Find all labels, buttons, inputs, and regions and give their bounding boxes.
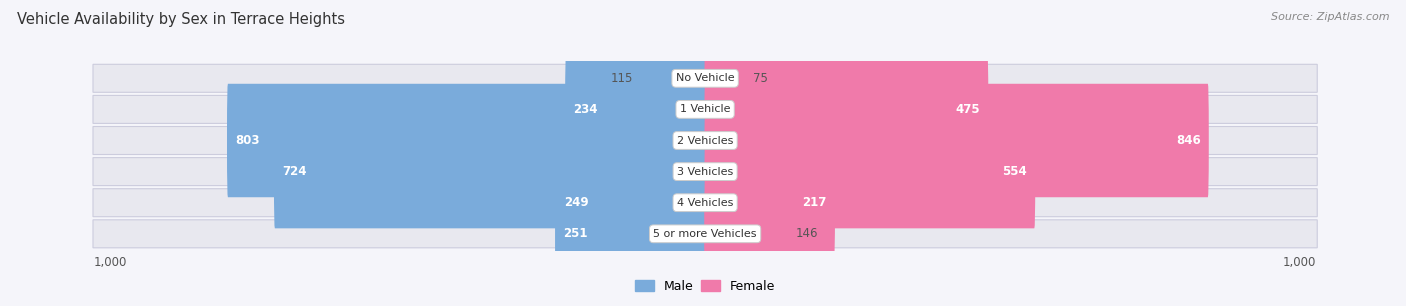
FancyBboxPatch shape	[93, 95, 1317, 123]
FancyBboxPatch shape	[93, 220, 1317, 248]
Text: 75: 75	[754, 72, 768, 85]
FancyBboxPatch shape	[565, 53, 706, 166]
FancyBboxPatch shape	[226, 84, 706, 197]
Text: Source: ZipAtlas.com: Source: ZipAtlas.com	[1271, 12, 1389, 22]
Text: 803: 803	[235, 134, 260, 147]
FancyBboxPatch shape	[93, 158, 1317, 186]
FancyBboxPatch shape	[704, 177, 793, 290]
FancyBboxPatch shape	[704, 84, 1209, 197]
Text: 251: 251	[562, 227, 588, 240]
Text: 234: 234	[574, 103, 598, 116]
FancyBboxPatch shape	[557, 146, 706, 259]
Text: 249: 249	[564, 196, 589, 209]
Text: No Vehicle: No Vehicle	[676, 73, 734, 83]
FancyBboxPatch shape	[704, 115, 1035, 228]
Text: 2 Vehicles: 2 Vehicles	[676, 136, 734, 146]
Text: 146: 146	[796, 227, 818, 240]
FancyBboxPatch shape	[555, 177, 706, 290]
FancyBboxPatch shape	[704, 22, 751, 135]
FancyBboxPatch shape	[274, 115, 706, 228]
FancyBboxPatch shape	[93, 189, 1317, 217]
Text: 724: 724	[283, 165, 307, 178]
FancyBboxPatch shape	[704, 146, 835, 259]
Text: 475: 475	[956, 103, 980, 116]
Text: 4 Vehicles: 4 Vehicles	[676, 198, 734, 208]
Text: 3 Vehicles: 3 Vehicles	[676, 166, 734, 177]
Text: 846: 846	[1175, 134, 1201, 147]
Legend: Male, Female: Male, Female	[630, 275, 780, 298]
Text: 554: 554	[1002, 165, 1028, 178]
FancyBboxPatch shape	[636, 22, 706, 135]
Text: 5 or more Vehicles: 5 or more Vehicles	[654, 229, 756, 239]
FancyBboxPatch shape	[93, 64, 1317, 92]
Text: 115: 115	[610, 72, 633, 85]
FancyBboxPatch shape	[704, 53, 988, 166]
FancyBboxPatch shape	[93, 126, 1317, 155]
Text: 217: 217	[803, 196, 827, 209]
Text: Vehicle Availability by Sex in Terrace Heights: Vehicle Availability by Sex in Terrace H…	[17, 12, 344, 27]
Text: 1 Vehicle: 1 Vehicle	[681, 104, 730, 114]
